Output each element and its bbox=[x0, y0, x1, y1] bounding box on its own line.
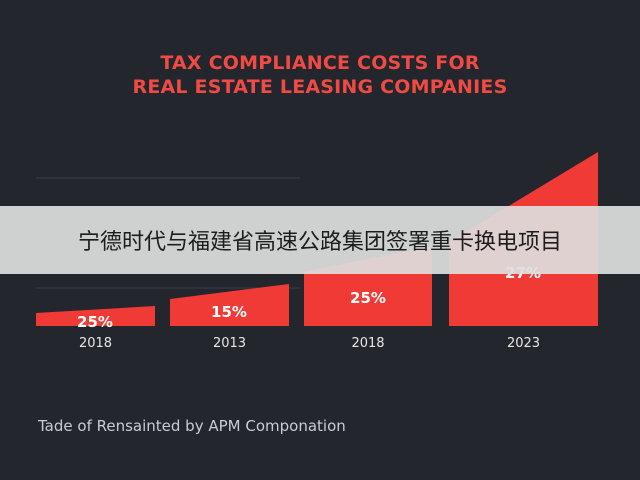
chart-footer-note: Tade of Rensainted by APM Componation bbox=[38, 417, 346, 435]
x-tick-label-2: 2018 bbox=[351, 336, 384, 351]
bar-1 bbox=[170, 284, 289, 326]
overlay-banner: 宁德时代与福建省高速公路集团签署重卡换电项目 bbox=[0, 206, 640, 274]
bar-0 bbox=[36, 306, 155, 326]
x-tick-label-1: 2013 bbox=[213, 336, 246, 351]
overlay-banner-text: 宁德时代与福建省高速公路集团签署重卡换电项目 bbox=[77, 230, 562, 255]
chart-title-line1: TAX COMPLIANCE COSTS FOR bbox=[160, 52, 480, 74]
x-tick-group: 2018 2013 2018 2023 bbox=[79, 336, 540, 351]
x-tick-label-3: 2023 bbox=[507, 336, 540, 351]
value-label-1: 15% bbox=[211, 303, 247, 321]
x-tick-label-0: 2018 bbox=[79, 336, 112, 351]
chart-title-line2: REAL ESTATE LEASING COMPANIES bbox=[132, 76, 508, 98]
value-label-0: 25% bbox=[77, 313, 113, 331]
value-label-2: 25% bbox=[350, 289, 386, 307]
